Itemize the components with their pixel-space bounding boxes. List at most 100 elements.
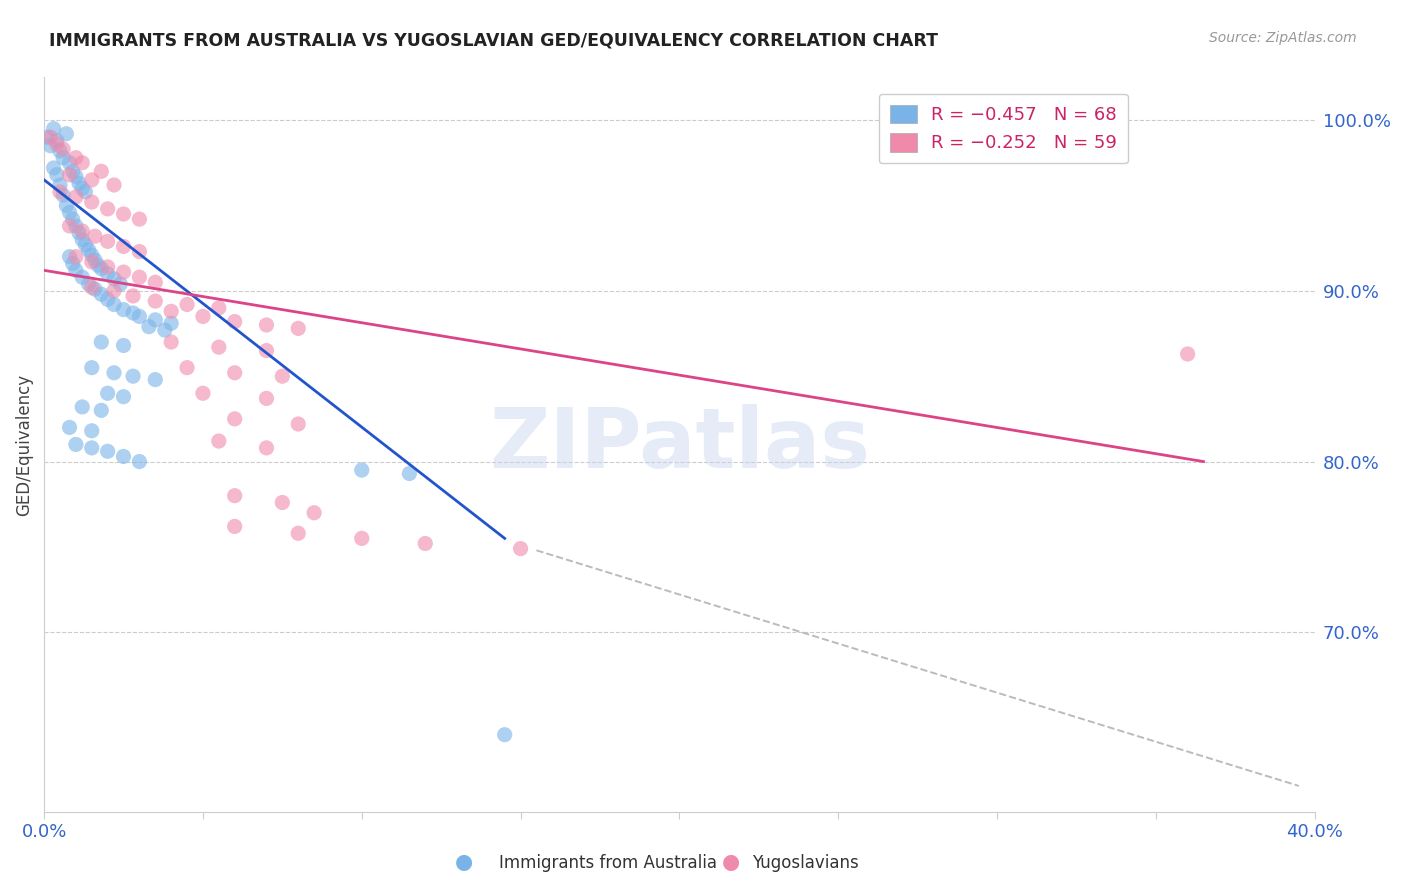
Point: [208, 301, 231, 315]
Point: [494, 728, 516, 742]
Point: [271, 495, 294, 509]
Point: [45, 136, 67, 151]
Point: [62, 256, 84, 270]
Point: [65, 219, 87, 233]
Point: [80, 195, 103, 210]
Point: [65, 151, 87, 165]
Text: Immigrants from Australia: Immigrants from Australia: [499, 855, 717, 872]
Point: [143, 275, 166, 289]
Point: [97, 202, 120, 216]
Point: [287, 526, 309, 541]
Point: [112, 265, 135, 279]
Y-axis label: GED/Equivalency: GED/Equivalency: [15, 374, 32, 516]
Point: [90, 261, 112, 276]
Point: [112, 239, 135, 253]
Point: [49, 144, 72, 158]
Point: [160, 304, 183, 318]
Point: [70, 233, 93, 247]
Point: [58, 250, 80, 264]
Point: [80, 360, 103, 375]
Point: [122, 369, 145, 384]
Point: [65, 250, 87, 264]
Text: ●: ●: [456, 853, 472, 872]
Point: [58, 219, 80, 233]
Point: [103, 297, 125, 311]
Point: [97, 260, 120, 274]
Point: [103, 284, 125, 298]
Point: [70, 400, 93, 414]
Point: [80, 424, 103, 438]
Point: [413, 536, 436, 550]
Point: [143, 313, 166, 327]
Legend: R = −0.457   N = 68, R = −0.252   N = 59: R = −0.457 N = 68, R = −0.252 N = 59: [879, 94, 1128, 163]
Point: [80, 280, 103, 294]
Point: [256, 392, 278, 406]
Point: [58, 205, 80, 219]
Point: [143, 294, 166, 309]
Point: [67, 226, 90, 240]
Point: [42, 121, 65, 136]
Point: [160, 334, 183, 349]
Point: [287, 417, 309, 431]
Point: [39, 130, 62, 145]
Point: [103, 366, 125, 380]
Point: [90, 334, 112, 349]
Point: [77, 243, 100, 257]
Point: [84, 282, 107, 296]
Point: [128, 212, 150, 227]
Point: [84, 253, 107, 268]
Point: [67, 176, 90, 190]
Point: [191, 310, 214, 324]
Point: [62, 164, 84, 178]
Point: [39, 138, 62, 153]
Point: [350, 532, 373, 546]
Point: [65, 190, 87, 204]
Point: [65, 437, 87, 451]
Point: [143, 373, 166, 387]
Point: [87, 258, 110, 272]
Point: [97, 293, 120, 307]
Point: [224, 489, 246, 503]
Point: [75, 185, 97, 199]
Point: [224, 366, 246, 380]
Point: [49, 178, 72, 192]
Point: [70, 270, 93, 285]
Point: [160, 316, 183, 330]
Point: [70, 181, 93, 195]
Point: [122, 306, 145, 320]
Point: [52, 142, 75, 156]
Text: Source: ZipAtlas.com: Source: ZipAtlas.com: [1209, 31, 1357, 45]
Point: [112, 207, 135, 221]
Point: [112, 450, 135, 464]
Point: [97, 444, 120, 458]
Point: [65, 263, 87, 277]
Point: [110, 277, 132, 291]
Point: [80, 255, 103, 269]
Point: [52, 151, 75, 165]
Point: [80, 248, 103, 262]
Point: [224, 519, 246, 533]
Point: [224, 314, 246, 328]
Point: [70, 224, 93, 238]
Point: [224, 412, 246, 426]
Point: [208, 340, 231, 354]
Point: [42, 161, 65, 175]
Point: [138, 319, 160, 334]
Point: [191, 386, 214, 401]
Point: [75, 237, 97, 252]
Point: [77, 277, 100, 291]
Point: [1177, 347, 1199, 361]
Point: [176, 360, 198, 375]
Point: [80, 441, 103, 455]
Point: [97, 386, 120, 401]
Point: [128, 270, 150, 285]
Point: [509, 541, 531, 556]
Point: [90, 287, 112, 301]
Point: [103, 178, 125, 192]
Point: [112, 302, 135, 317]
Point: [55, 198, 77, 212]
Point: [52, 188, 75, 202]
Point: [84, 229, 107, 244]
Point: [256, 441, 278, 455]
Text: Yugoslavians: Yugoslavians: [752, 855, 859, 872]
